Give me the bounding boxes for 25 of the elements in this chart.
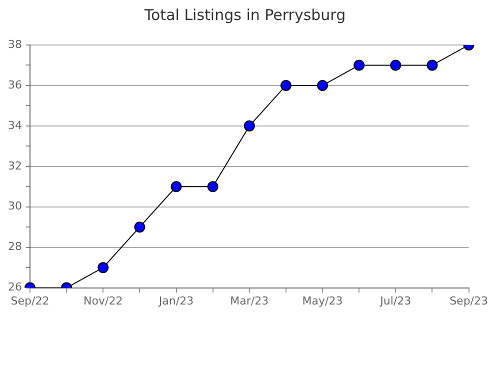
y-tick-label: 36 (8, 78, 22, 92)
x-tick-label: Sep/22 (10, 294, 50, 308)
x-tick-label: Mar/23 (230, 294, 269, 308)
y-tick-label: 32 (8, 159, 22, 172)
x-tick-label: Sep/23 (450, 294, 488, 308)
point (244, 120, 255, 132)
point (390, 60, 402, 71)
point (354, 60, 365, 71)
y-tick-label: 38 (8, 38, 22, 51)
x-tick-label: Jul/23 (379, 294, 412, 308)
point (426, 60, 438, 71)
chart-title: Total Listings in Perrysburg (143, 6, 347, 24)
y-tick-label: 28 (8, 240, 22, 254)
point (207, 181, 218, 192)
point (134, 222, 146, 233)
y-tick-label: 30 (8, 200, 22, 213)
x-tick-label: Nov/22 (84, 294, 123, 308)
y-tick-label: 34 (8, 118, 22, 132)
x-tick-label: May/23 (302, 294, 343, 308)
x-tick-label: Jan/23 (158, 294, 194, 308)
point (317, 80, 328, 91)
point (98, 262, 109, 274)
y-tick-label: 26 (8, 280, 22, 294)
point (280, 80, 292, 91)
point (170, 181, 182, 192)
